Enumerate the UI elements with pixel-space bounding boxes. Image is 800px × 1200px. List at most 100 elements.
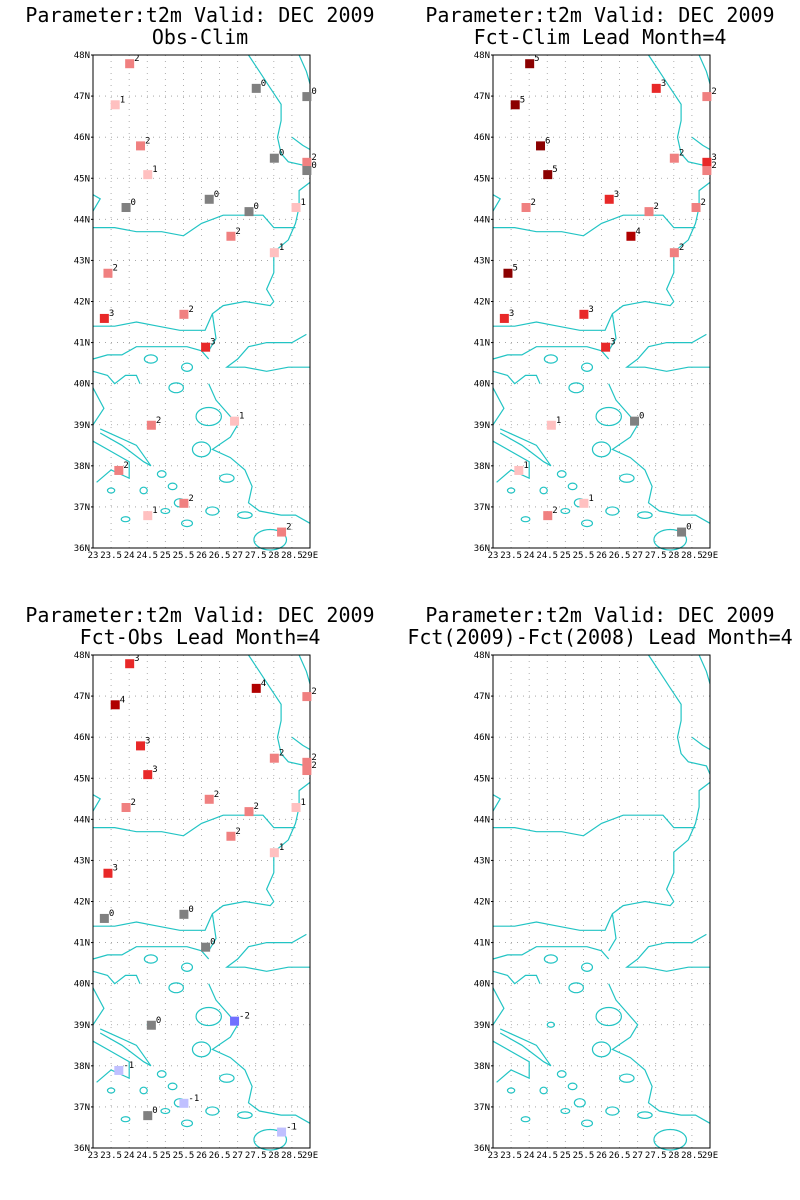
y-tick-label: 47N [474, 92, 490, 102]
station-value: 0 [311, 161, 316, 171]
x-tick-label: 29E [302, 1151, 318, 1161]
station-value: 2 [311, 753, 316, 763]
x-tick-label: 26 [196, 551, 207, 561]
x-tick-label: 26.5 [609, 1151, 631, 1161]
y-tick-label: 42N [74, 298, 90, 308]
y-tick-label: 38N [74, 462, 90, 472]
station-marker: 2 [669, 149, 684, 163]
x-tick-label: 28 [668, 551, 679, 561]
y-tick-label: 38N [74, 1062, 90, 1072]
station-marker: 0 [179, 905, 194, 919]
x-tick-label: 23 [88, 1151, 99, 1161]
station-marker: 0 [99, 909, 114, 923]
station-value: 3 [210, 338, 215, 348]
y-tick-label: 46N [474, 133, 490, 143]
grid-lines [93, 655, 310, 1148]
map-panel: 48N 47N 46N 45N 44N 43N 42N 41N 40N 39N 38N 37N 36N 2… [0, 0, 400, 600]
y-tick-label: 39N [474, 421, 490, 431]
station-value: 1 [556, 416, 561, 426]
y-tick-label: 37N [74, 1103, 90, 1113]
y-tick-label: 41N [74, 339, 90, 349]
map-panel: 48N 47N 46N 45N 44N 43N 42N 41N 40N 39N 38N 37N 36N 2… [400, 600, 800, 1200]
station-value: 0 [639, 412, 644, 422]
station-marker: 2 [302, 687, 317, 702]
station-marker: 0 [251, 79, 266, 93]
x-tick-label: 28.5 [681, 551, 703, 561]
station-marker: -2 [230, 1012, 250, 1026]
station-value: 0 [131, 198, 136, 208]
station-marker: 2 [121, 798, 136, 813]
station-marker: 2 [146, 416, 161, 430]
station-value: 2 [112, 264, 117, 274]
x-tick-label: 23 [488, 551, 499, 561]
x-tick-label: 24 [124, 551, 135, 561]
station-marker: 2 [125, 54, 140, 69]
station-value: 5 [512, 264, 517, 274]
station-value: 1 [301, 198, 306, 208]
y-tick-label: 45N [74, 774, 90, 784]
y-tick-label: 39N [74, 421, 90, 431]
station-marker: 0 [121, 198, 136, 213]
x-tick-label: 23 [488, 1151, 499, 1161]
y-tick-label: 40N [74, 980, 90, 990]
station-value: -1 [188, 1094, 199, 1104]
station-marker: 5 [503, 264, 518, 278]
station-value: 2 [235, 227, 240, 237]
station-value: 1 [279, 243, 284, 253]
grid-lines [493, 655, 710, 1148]
y-tick-label: 44N [74, 815, 90, 825]
y-tick-label: 42N [74, 898, 90, 908]
station-marker: 2 [302, 761, 317, 776]
y-tick-label: 40N [474, 980, 490, 990]
station-marker: 0 [302, 87, 317, 102]
station-value: 1 [239, 412, 244, 422]
x-tick-label: 28.5 [281, 551, 303, 561]
x-tick-label: 24.5 [536, 551, 558, 561]
y-tick-label: 42N [474, 298, 490, 308]
station-value: 0 [156, 1016, 161, 1026]
station-value: 3 [661, 79, 666, 89]
x-tick-label: 26 [596, 1151, 607, 1161]
x-tick-label: 27 [232, 551, 243, 561]
x-tick-label: 25.5 [173, 1151, 195, 1161]
station-marker: 0 [204, 190, 219, 204]
station-marker: 2 [702, 87, 717, 102]
x-tick-label: 26 [596, 551, 607, 561]
x-tick-label: 24.5 [136, 551, 158, 561]
y-tick-label: 44N [474, 815, 490, 825]
x-tick-label: 28 [668, 1151, 679, 1161]
station-value: 2 [156, 416, 161, 426]
y-tick-label: 45N [474, 774, 490, 784]
map-plot: 48N47N46N45N44N43N42N41N40N39N38N37N36N2… [74, 651, 318, 1161]
x-tick-label: 27.5 [645, 551, 667, 561]
station-marker: 2 [103, 264, 118, 278]
station-marker: -1 [179, 1094, 199, 1108]
station-marker: 3 [499, 309, 514, 323]
station-value: 1 [301, 798, 306, 808]
y-tick-label: 41N [474, 939, 490, 949]
station-marker: 4 [626, 227, 641, 241]
station-value: 1 [588, 494, 593, 504]
station-value: 5 [534, 54, 539, 64]
station-value: 2 [188, 305, 193, 315]
x-tick-label: 29E [702, 551, 718, 561]
map-panel: 48N 47N 46N 45N 44N 43N 42N 41N 40N 39N 38N 37N 36N 2… [400, 0, 800, 600]
x-tick-label: 29E [302, 551, 318, 561]
station-value: 5 [520, 95, 525, 105]
panel-title: Parameter:t2m Valid: DEC 2009 [425, 3, 775, 27]
station-marker: -1 [114, 1061, 134, 1075]
y-tick-label: 47N [74, 692, 90, 702]
y-tick-label: 43N [474, 856, 490, 866]
station-value: 1 [523, 461, 528, 471]
y-tick-label: 38N [474, 462, 490, 472]
station-value: 2 [123, 461, 128, 471]
station-marker: 0 [146, 1016, 161, 1030]
station-marker: 3 [99, 309, 114, 323]
x-tick-label: 23.5 [500, 551, 522, 561]
station-marker: 2 [226, 827, 241, 841]
x-tick-label: 28.5 [281, 1151, 303, 1161]
x-tick-label: 23 [88, 551, 99, 561]
station-marker: 2 [114, 461, 129, 475]
coastline [492, 54, 711, 551]
panel-title: Parameter:t2m Valid: DEC 2009 [25, 603, 375, 627]
